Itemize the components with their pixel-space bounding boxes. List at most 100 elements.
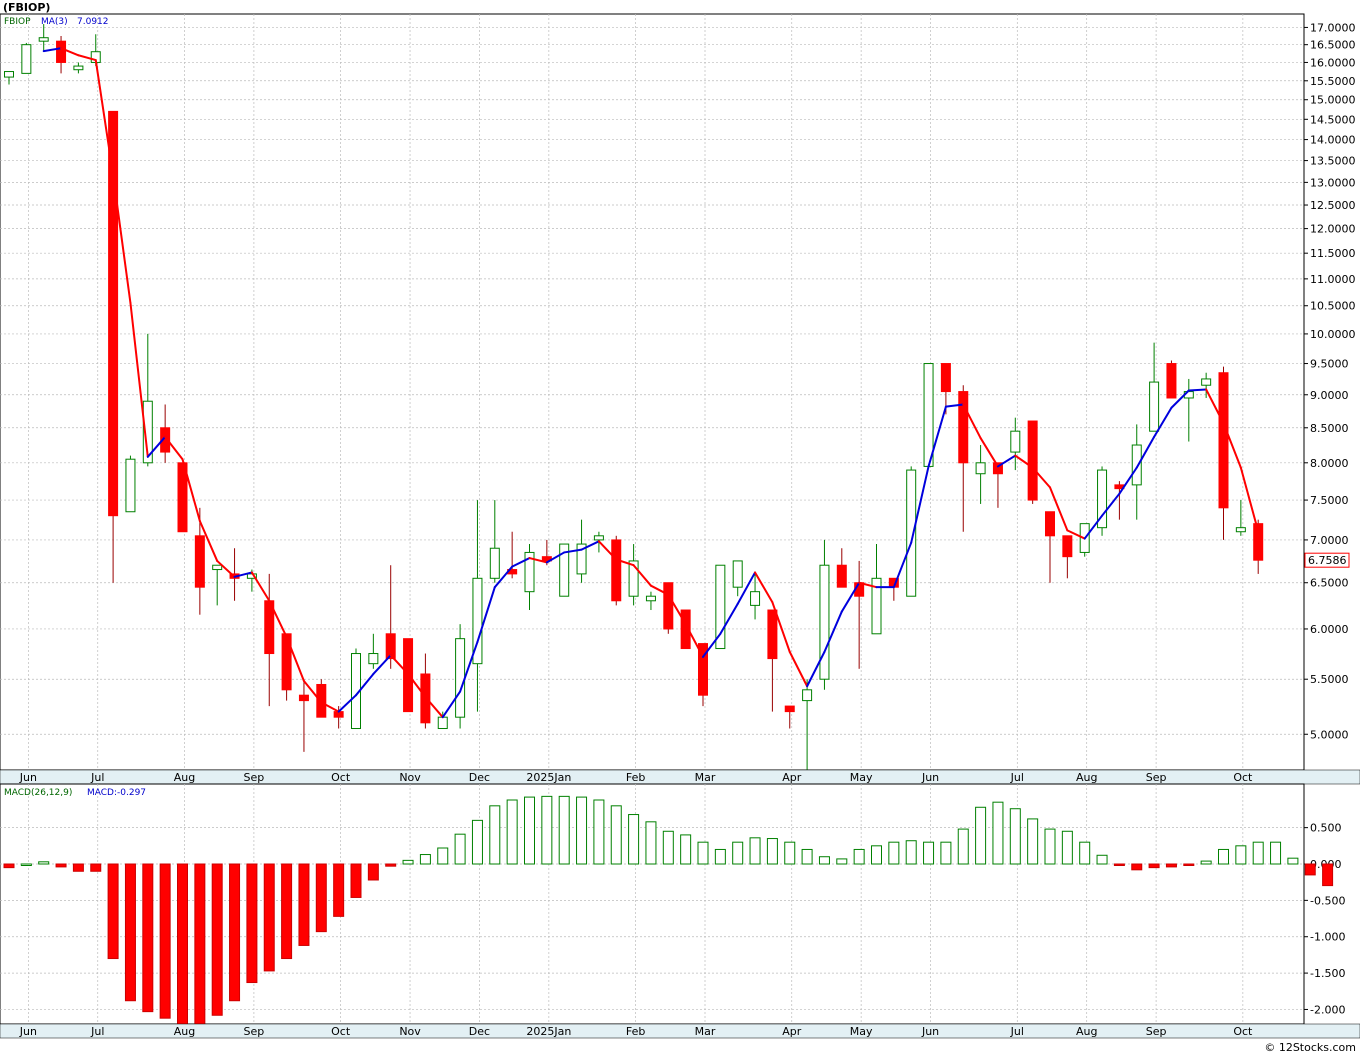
macd-bar: [662, 830, 674, 865]
x-axis-label: Dec: [469, 771, 490, 784]
candle-body: [1131, 444, 1142, 486]
price-tick-label: 7.0000: [1310, 534, 1349, 547]
price-tick-label: 14.0000: [1310, 134, 1356, 147]
candle-body: [489, 547, 500, 579]
ma-segment: [1101, 492, 1121, 517]
candle: [1027, 420, 1038, 504]
price-tick-label: 15.0000: [1310, 94, 1356, 107]
x-axis-label: Jun: [19, 771, 37, 784]
ma-segment: [1222, 422, 1242, 469]
price-tick-label: 8.5000: [1310, 422, 1349, 435]
ma-segment: [511, 557, 531, 568]
ma-segment: [736, 571, 757, 605]
candle-body: [836, 564, 847, 588]
x-axis-label-bottom: Oct: [1233, 1025, 1253, 1038]
candle: [21, 42, 32, 74]
macd-x-axis: [0, 1023, 1360, 1039]
candle-body: [958, 391, 969, 464]
ma-segment: [840, 581, 861, 613]
macd-bar: [871, 845, 882, 865]
ma-segment: [198, 519, 219, 562]
ma-segment: [424, 695, 444, 719]
x-axis-label: Oct: [331, 771, 351, 784]
candle: [1062, 535, 1073, 579]
candle-body: [472, 577, 483, 665]
macd-bar: [853, 848, 865, 865]
macd-bar: [315, 863, 327, 933]
candle-body: [1045, 511, 1055, 537]
ma-segment: [1239, 466, 1260, 533]
ma-segment: [580, 540, 600, 551]
price-legend-ma-value: 7.0912: [77, 17, 109, 27]
ma-segment: [892, 541, 913, 589]
macd-bar: [905, 840, 917, 865]
candle-body: [1149, 381, 1160, 432]
macd-bar: [975, 806, 987, 865]
macd-bar: [1200, 860, 1212, 865]
x-axis-label-bottom: Sep: [244, 1025, 265, 1038]
candle-body: [645, 595, 656, 602]
macd-bar: [732, 841, 744, 865]
ma-segment: [320, 701, 340, 713]
candle: [524, 544, 535, 611]
macd-bar: [818, 856, 830, 865]
macd-bar: [107, 863, 119, 960]
macd-bar: [90, 863, 102, 872]
x-axis-label-bottom: Jul: [1010, 1025, 1024, 1038]
macd-bar: [72, 863, 84, 872]
price-tick-label: 17.0000: [1310, 21, 1356, 34]
candle: [750, 573, 761, 620]
candle-body: [1062, 535, 1073, 558]
macd-bar: [524, 796, 535, 865]
macd-bar: [298, 863, 310, 946]
x-axis-label: Jul: [1010, 771, 1024, 784]
candle: [385, 565, 396, 669]
candle-body: [142, 400, 153, 464]
ma-segment: [164, 435, 184, 461]
candle-body: [160, 427, 171, 453]
ma-segment: [1170, 389, 1190, 409]
candle: [784, 705, 795, 729]
candle-body: [1235, 527, 1246, 533]
ma-segment: [545, 551, 566, 564]
last-price-label: 6.7586: [1308, 554, 1347, 567]
macd-bar: [263, 863, 275, 972]
candle-body: [1218, 372, 1229, 509]
ma-segment: [632, 564, 652, 587]
macd-bar: [645, 821, 657, 865]
candle: [125, 455, 136, 513]
candle-body: [1097, 469, 1108, 529]
ma-segment: [788, 650, 809, 688]
candle-body: [1201, 378, 1212, 386]
macd-bar: [1218, 848, 1229, 865]
candle: [906, 466, 917, 597]
candle: [680, 609, 691, 650]
candle: [455, 624, 466, 729]
ma-segment: [285, 636, 305, 682]
candle-body: [715, 564, 726, 650]
x-axis-label: Feb: [626, 771, 645, 784]
candle-body: [298, 694, 309, 702]
macd-tick-label: -0.500: [1310, 894, 1345, 907]
candle: [871, 544, 882, 635]
macd-tick-label: 0.500: [1310, 822, 1342, 835]
candle: [1045, 511, 1055, 583]
candle: [368, 633, 379, 669]
candle-body: [1027, 420, 1038, 501]
macd-bar: [1113, 863, 1125, 866]
macd-bar: [1183, 863, 1195, 866]
price-tick-label: 5.5000: [1310, 673, 1349, 686]
macd-bar: [20, 863, 32, 866]
ma-segment: [355, 672, 375, 697]
price-tick-label: 10.0000: [1310, 328, 1356, 341]
x-axis-label: Apr: [782, 771, 802, 784]
ma-segment: [1083, 514, 1104, 540]
macd-bar: [506, 799, 518, 865]
macd-bar: [437, 847, 449, 865]
price-tick-label: 9.0000: [1310, 389, 1349, 402]
ma-segment: [1066, 529, 1086, 540]
ma-segment: [42, 47, 63, 53]
candle-body: [871, 577, 882, 635]
candle-body: [1010, 430, 1021, 453]
